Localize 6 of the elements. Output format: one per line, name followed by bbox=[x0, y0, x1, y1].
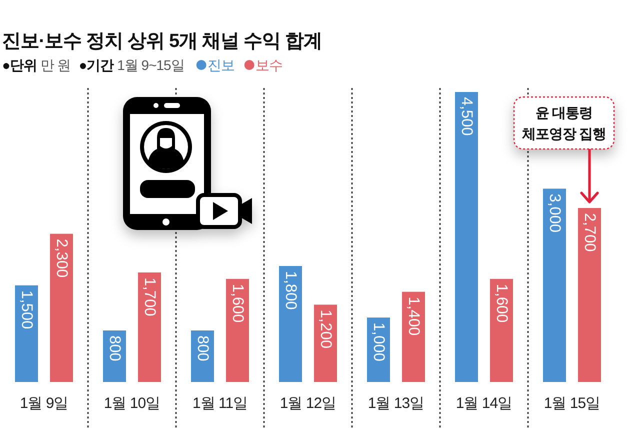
subtitle: ●단위 만 원 ●기간 1월 9~15일 bbox=[2, 57, 184, 73]
legend-label: 진보 bbox=[207, 57, 234, 73]
annotation: 윤 대통령 체포영장 집행 bbox=[520, 104, 606, 142]
title: 진보·보수 정치 상위 5개 채널 수익 합계 bbox=[2, 31, 322, 52]
annotation: 윤 대통령 체포영장 집행 bbox=[513, 96, 615, 150]
legend-label: 보수 bbox=[255, 57, 282, 73]
